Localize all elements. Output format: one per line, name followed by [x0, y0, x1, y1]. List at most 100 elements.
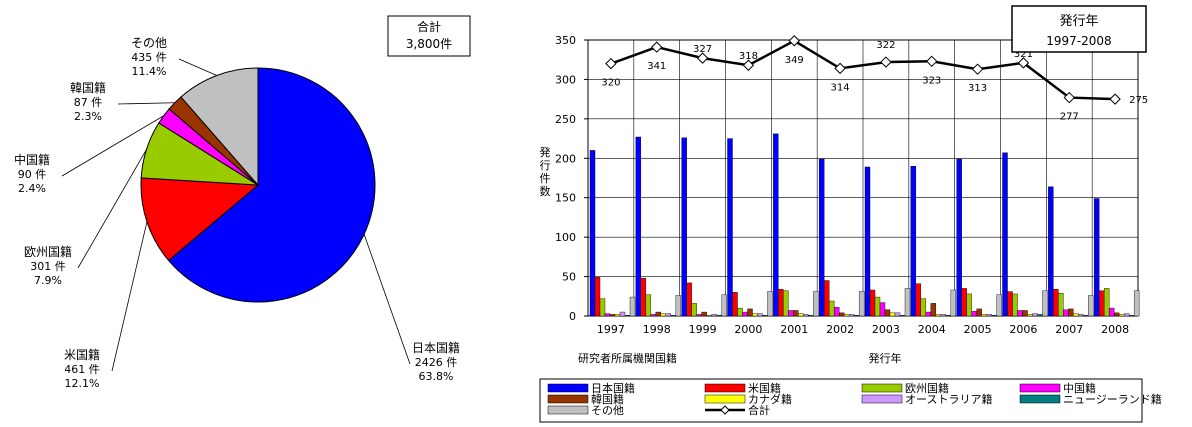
total-label-0: 320: [601, 78, 620, 89]
pie-total-title: 合計: [417, 19, 441, 34]
pie-label-percent-3: 2.4%: [18, 182, 46, 195]
bar-5-4: [838, 312, 845, 317]
legend-swatch-7: [1019, 394, 1061, 404]
y-tick-label-3: 150: [555, 192, 576, 205]
total-label-10: 277: [1060, 112, 1079, 123]
pie-label-count-3: 90 件: [18, 168, 47, 181]
bar-0-5: [614, 314, 621, 317]
bar-2-4: [701, 311, 707, 317]
total-label-4: 349: [785, 55, 804, 66]
y-tick-label-4: 200: [555, 152, 576, 165]
bar-4-2: [783, 290, 789, 317]
bar-7-3: [925, 311, 932, 317]
bar-0-1: [594, 277, 601, 317]
total-point-11: [1109, 93, 1121, 105]
legend-label-0: 日本国籍: [591, 381, 635, 395]
y-axis-ticks: 0 50 100 150 200 250 300 350: [555, 34, 588, 323]
total-line: 320 341 327 318 349 314 322 323 313 321 277 275: [601, 35, 1148, 123]
year-range-box: 発行年 1997-2008: [1011, 5, 1147, 53]
bars: [589, 133, 1140, 317]
pie-label-count-2: 301 件: [30, 260, 66, 273]
total-label-1: 341: [647, 61, 666, 72]
bar-3-8: [767, 291, 773, 317]
bar-1-0: [635, 136, 642, 317]
bar-9-0: [1002, 152, 1008, 317]
legend-swatch-2: [861, 383, 903, 393]
year-box-title: 発行年: [1059, 14, 1098, 29]
legend-label-2: 欧州国籍: [905, 381, 949, 395]
pie-leader-5: [178, 58, 217, 76]
total-point-5: [834, 62, 846, 75]
x-axis-label: 発行年: [869, 351, 902, 365]
bar-8-0: [956, 158, 962, 317]
bar-11-3: [1108, 307, 1115, 317]
legend-swatch-5: [704, 394, 746, 404]
bar-6-8: [904, 288, 911, 317]
bar-9-7: [1037, 314, 1043, 317]
bar-2-3: [696, 314, 702, 317]
bar-7-5: [935, 314, 942, 317]
total-point-0: [605, 57, 617, 70]
total-series-line: [610, 39, 1116, 101]
bar-3-0: [727, 138, 733, 317]
bar-11-1: [1098, 290, 1105, 317]
bar-11-2: [1103, 288, 1110, 317]
pie-label-percent-2: 7.9%: [34, 274, 62, 287]
bar-7-6: [940, 314, 947, 317]
bar-10-3: [1063, 309, 1069, 317]
legend-swatch-3: [1019, 383, 1061, 393]
bar-0-7: [624, 315, 631, 317]
bar-7-0: [910, 165, 917, 317]
bar-11-4: [1113, 312, 1120, 317]
total-point-2: [696, 52, 709, 64]
total-label-2: 327: [693, 44, 712, 55]
bar-6-0: [864, 166, 871, 317]
bar-2-0: [681, 137, 687, 317]
bar-6-7: [899, 315, 906, 317]
pie-leader-2: [77, 149, 147, 269]
legend-label-7: ニュージーランド籍: [1063, 392, 1162, 406]
bar-2-7: [716, 315, 722, 317]
total-label-3: 318: [739, 51, 758, 62]
bar-chart-subtitle: 研究者所属機関国籍: [578, 351, 677, 365]
bar-8-4: [976, 308, 982, 317]
bar-2-2: [691, 303, 697, 317]
bar-10-5: [1073, 313, 1079, 317]
legend-swatch-4: [547, 394, 589, 404]
pie-label-percent-5: 11.4%: [132, 65, 167, 78]
pie-label-name-5: その他: [131, 36, 167, 50]
legend-total-label: 合計: [748, 403, 770, 417]
y-axis-label-char-1: 行: [540, 159, 551, 172]
bar-10-1: [1053, 288, 1059, 317]
bar-5-1: [823, 280, 830, 317]
total-label-11: 275: [1129, 95, 1148, 106]
y-tick-label-1: 50: [562, 271, 576, 284]
pie-leader-lines: [61, 58, 411, 372]
legend-label-1: 米国籍: [748, 381, 781, 395]
bar-8-3: [971, 311, 977, 317]
bar-8-5: [981, 314, 987, 317]
total-point-1: [651, 41, 663, 53]
y-axis-label-char-2: 件: [540, 172, 551, 185]
bar-9-4: [1022, 310, 1028, 317]
bar-1-8: [675, 295, 682, 317]
y-tick-label-5: 250: [555, 113, 576, 126]
pie-leader-4: [117, 102, 175, 105]
bar-7-2: [920, 298, 927, 317]
bar-5-2: [828, 300, 835, 317]
x-tick-label-5: 2002: [826, 323, 854, 336]
bar-5-0: [818, 158, 825, 317]
legend-swatch-8: [547, 405, 589, 415]
bar-3-6: [757, 313, 763, 317]
x-tick-label-7: 2004: [918, 323, 946, 336]
bar-7-7: [945, 315, 952, 317]
bar-4-7: [808, 315, 814, 317]
bar-10-6: [1078, 314, 1084, 317]
bar-11-8: [1133, 290, 1140, 317]
bar-9-1: [1007, 291, 1013, 317]
bar-0-2: [599, 298, 606, 317]
bar-3-7: [762, 315, 768, 317]
y-axis-label-char-3: 数: [540, 185, 551, 198]
